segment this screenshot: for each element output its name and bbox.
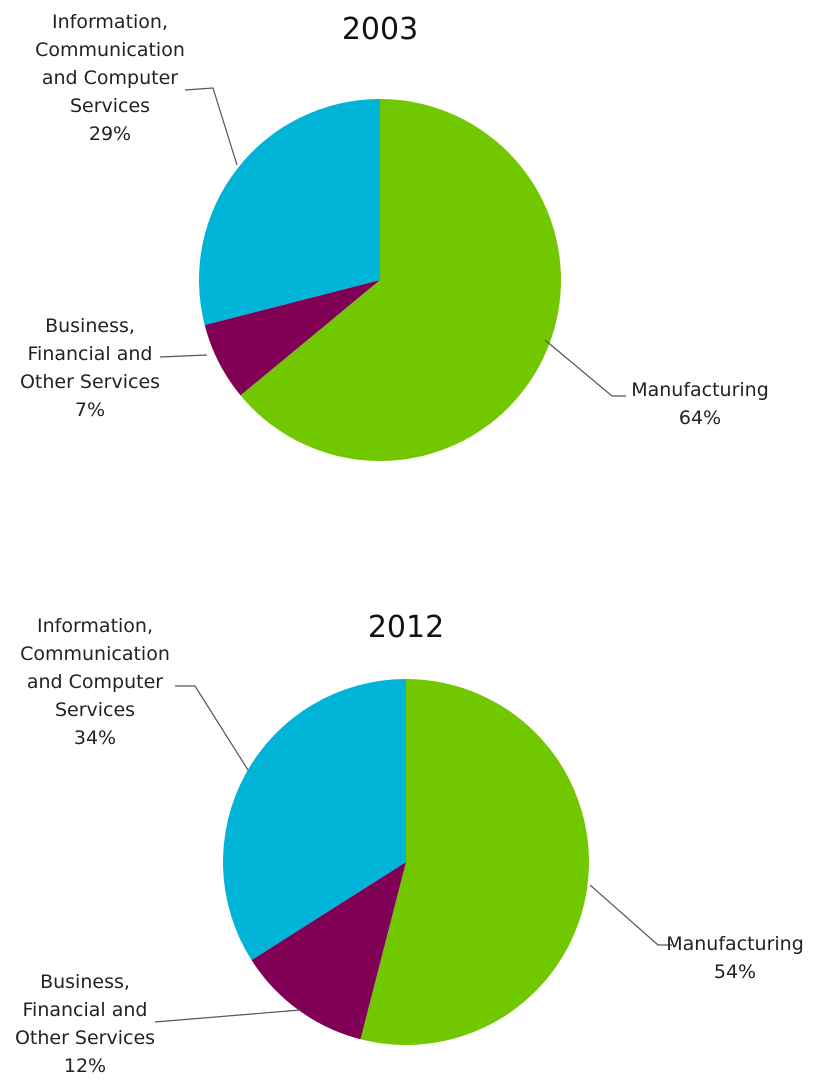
slice-label: Information, Communication and Computer … — [5, 612, 185, 752]
leader-line — [184, 87, 238, 166]
category-name: Information, Communication and Computer … — [35, 11, 185, 117]
pie-slice — [240, 99, 561, 461]
pie-slice — [199, 99, 380, 326]
category-name: Information, Communication and Computer … — [20, 615, 170, 721]
pie-slice — [223, 679, 406, 961]
value-label: 12% — [63, 1055, 107, 1077]
value-label: 29% — [88, 123, 132, 145]
pie-slice — [360, 679, 589, 1045]
leader-line — [544, 339, 626, 397]
pie-slice — [204, 280, 380, 396]
slice-label: Manufacturing 54% — [640, 930, 830, 986]
chart-title: 2012 — [367, 610, 445, 645]
category-name: Manufacturing — [666, 933, 804, 955]
category-name: Manufacturing — [631, 379, 769, 401]
value-label: 34% — [73, 727, 117, 749]
leader-line — [159, 354, 208, 358]
category-name: Business, Financial and Other Services — [14, 971, 156, 1049]
chart-title: 2003 — [341, 12, 419, 47]
leader-line — [175, 685, 249, 771]
slice-label: Business, Financial and Other Services 12… — [0, 968, 173, 1080]
slice-label: Business, Financial and Other Services 7% — [3, 312, 178, 424]
value-label: 7% — [74, 399, 106, 421]
slice-label: Manufacturing 64% — [605, 376, 795, 432]
category-name: Business, Financial and Other Services — [19, 315, 161, 393]
leader-line — [154, 1009, 301, 1023]
slice-label: Information, Communication and Computer … — [20, 8, 200, 148]
leader-line — [589, 884, 672, 946]
pie-slice — [251, 862, 406, 1040]
value-label: 64% — [678, 407, 722, 429]
value-label: 54% — [713, 961, 757, 983]
